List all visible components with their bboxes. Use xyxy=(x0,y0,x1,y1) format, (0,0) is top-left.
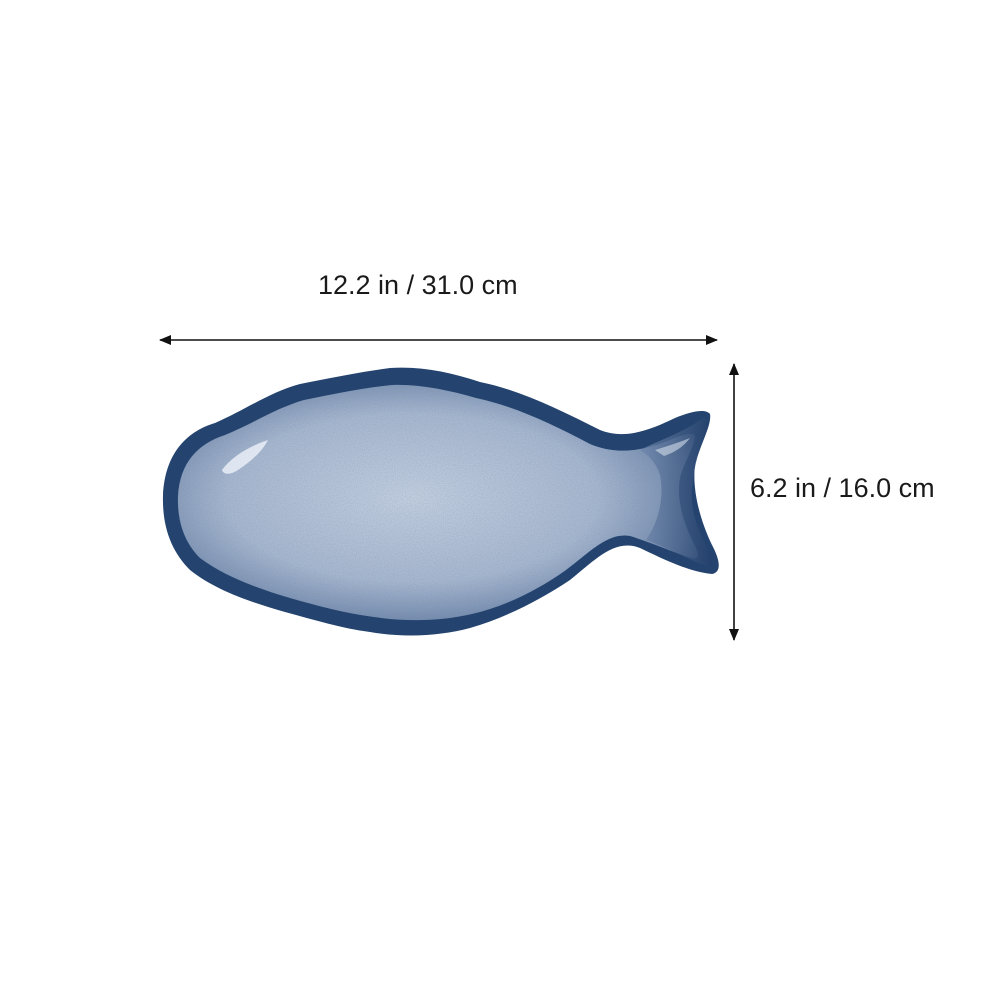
glaze-speckle xyxy=(177,384,698,621)
plate-tail xyxy=(640,418,713,567)
height-dimension-label: 6.2 in / 16.0 cm xyxy=(750,473,935,503)
plate-highlight-tail xyxy=(655,438,690,456)
fish-plate xyxy=(162,367,719,636)
plate-highlight xyxy=(222,440,268,474)
width-dimension-label: 12.2 in / 31.0 cm xyxy=(318,270,518,300)
